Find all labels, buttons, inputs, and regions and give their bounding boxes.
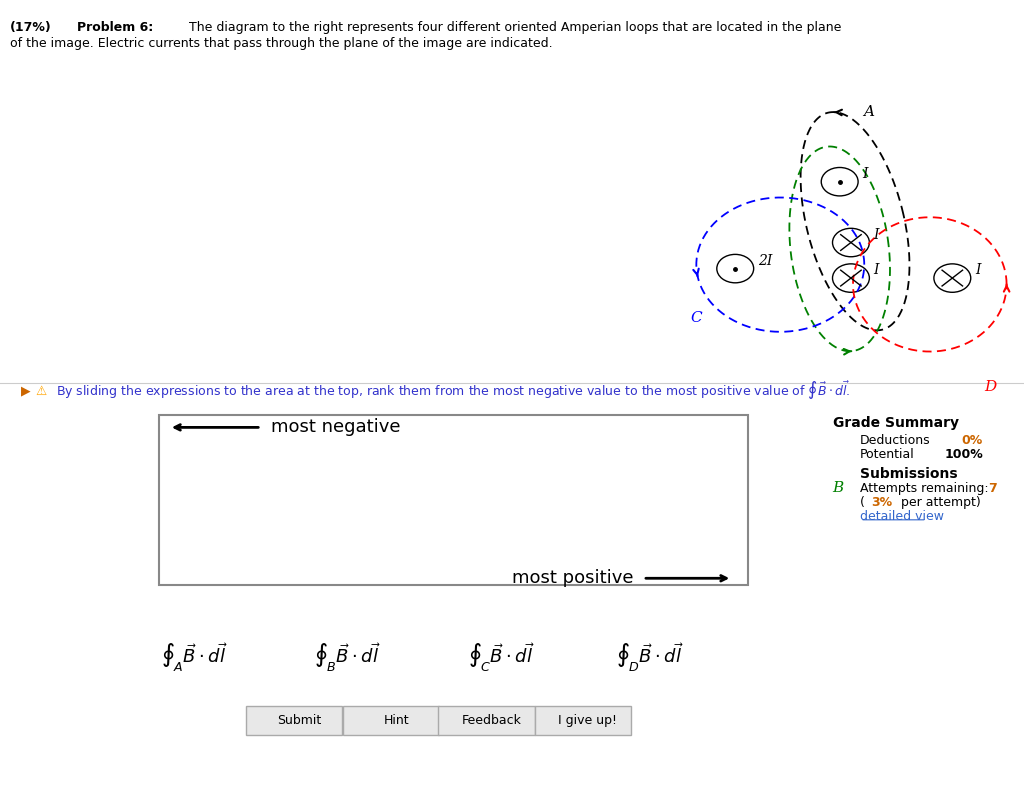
Text: ▶: ▶ — [20, 385, 31, 397]
Text: $\oint_C \vec{B} \cdot d\vec{l}$: $\oint_C \vec{B} \cdot d\vec{l}$ — [468, 641, 536, 674]
Text: I: I — [862, 167, 867, 181]
Text: Problem 6:: Problem 6: — [77, 21, 153, 34]
Text: 0%: 0% — [962, 434, 983, 446]
Text: most negative: most negative — [271, 419, 400, 436]
Text: A: A — [863, 105, 873, 119]
Text: 2I: 2I — [758, 254, 772, 268]
Text: Submissions: Submissions — [860, 467, 957, 481]
Text: Grade Summary: Grade Summary — [833, 416, 959, 430]
Text: By sliding the expressions to the area at the top, rank them from the most negat: By sliding the expressions to the area a… — [56, 380, 851, 402]
Text: per attempt): per attempt) — [897, 496, 981, 509]
Text: (: ( — [860, 496, 865, 509]
Text: of the image. Electric currents that pass through the plane of the image are ind: of the image. Electric currents that pas… — [10, 37, 553, 50]
FancyBboxPatch shape — [535, 706, 631, 735]
Text: Attempts remaining:: Attempts remaining: — [860, 482, 989, 495]
Text: Hint: Hint — [383, 714, 410, 727]
Text: I give up!: I give up! — [558, 714, 617, 727]
Text: 7: 7 — [988, 482, 997, 495]
FancyBboxPatch shape — [438, 706, 535, 735]
Text: I: I — [873, 228, 879, 242]
Text: $\oint_B \vec{B} \cdot d\vec{l}$: $\oint_B \vec{B} \cdot d\vec{l}$ — [314, 641, 382, 674]
Text: 3%: 3% — [871, 496, 893, 509]
Text: Submit: Submit — [276, 714, 322, 727]
Text: $\oint_A \vec{B} \cdot d\vec{l}$: $\oint_A \vec{B} \cdot d\vec{l}$ — [161, 641, 228, 674]
Text: 100%: 100% — [944, 448, 983, 461]
Text: The diagram to the right represents four different oriented Amperian loops that : The diagram to the right represents four… — [189, 21, 842, 34]
Text: detailed view: detailed view — [860, 510, 944, 523]
Text: D: D — [984, 380, 996, 394]
Text: $\oint_D \vec{B} \cdot d\vec{l}$: $\oint_D \vec{B} \cdot d\vec{l}$ — [616, 641, 684, 674]
Text: Deductions: Deductions — [860, 434, 931, 446]
Text: Feedback: Feedback — [462, 714, 521, 727]
Text: I: I — [873, 263, 879, 277]
Text: B: B — [833, 481, 843, 495]
Text: I: I — [975, 263, 980, 277]
Text: ⚠: ⚠ — [36, 385, 46, 397]
FancyBboxPatch shape — [159, 415, 748, 585]
Text: most positive: most positive — [512, 570, 634, 587]
Text: (17%): (17%) — [10, 21, 52, 34]
Text: Potential: Potential — [860, 448, 914, 461]
FancyBboxPatch shape — [246, 706, 342, 735]
FancyBboxPatch shape — [343, 706, 439, 735]
Text: C: C — [690, 310, 702, 325]
